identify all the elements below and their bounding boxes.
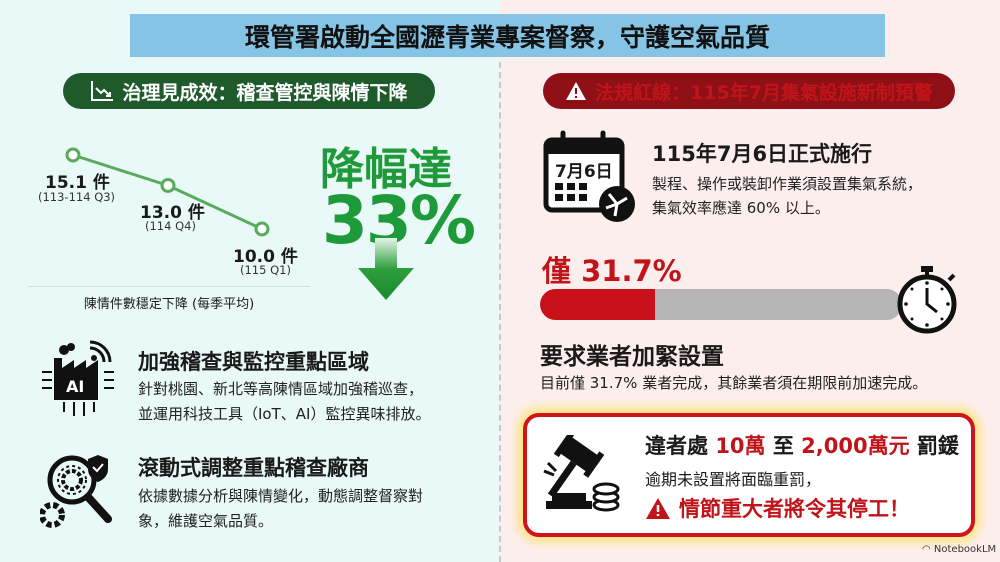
item-heading: 加強稽查與監控重點區域 <box>138 350 369 374</box>
penalty-fine: 違者處 10萬 至 2,000萬元 罰鍰 <box>645 430 959 460</box>
reduction-value: 33% <box>322 182 476 259</box>
period-label: (114 Q4) <box>145 219 196 233</box>
effective-heading: 115年7月6日正式施行 <box>652 142 873 166</box>
item-body-line: 依據數據分析與陳情變化，動態調整督察對 <box>138 487 424 505</box>
data-point <box>254 221 270 237</box>
penalty-line2: 逾期未設置將面臨重罰， <box>645 470 822 489</box>
period-label: (115 Q1) <box>240 263 291 277</box>
progress-fill <box>540 289 655 320</box>
penalty-shutdown-text: 情節重大者將令其停工！ <box>679 497 910 521</box>
left-section-title: 治理見成效：稽查管控與陳情下降 <box>122 81 408 104</box>
progress-body: 目前僅 31.7% 業者完成，其餘業者須在期限前加速完成。 <box>540 374 928 392</box>
data-point <box>160 177 176 193</box>
notebooklm-watermark: ◠ NotebookLM <box>922 544 997 555</box>
item-body-line: 針對桃園、新北等高陳情區域加強稽巡查， <box>138 380 424 398</box>
complaint-line-chart <box>65 147 270 237</box>
fine-max: 2,000萬元 <box>801 434 910 458</box>
page-title: 環管署啟動全國瀝青業專案督察，守護空氣品質 <box>130 14 885 57</box>
completion-progress-bar <box>540 289 902 320</box>
progress-heading: 要求業者加緊設置 <box>540 344 724 370</box>
effective-body-line: 製程、操作或裝卸作業須設置集氣系統， <box>652 175 923 193</box>
reduction-label: 降幅達 <box>320 144 452 195</box>
right-section-title: 法規紅線：115年7月集氣設施新制預警 <box>595 81 933 104</box>
penalty-box <box>523 413 975 537</box>
svg-text:AI: AI <box>66 377 84 396</box>
calendar-date: 7月6日 <box>555 162 613 182</box>
calendar-icon <box>543 130 635 222</box>
item-body-line: 象，維護空氣品質。 <box>138 512 274 530</box>
fine-suffix: 罰鍰 <box>909 434 959 458</box>
chart-baseline <box>28 286 310 287</box>
item-body-line: 並運用科技工具（IoT、AI）監控異味排放。 <box>138 405 431 423</box>
watermark-text: NotebookLM <box>933 544 997 555</box>
divider <box>499 62 501 562</box>
value-label: 15.1 件 <box>45 173 110 193</box>
fine-prefix: 違者處 <box>645 434 716 458</box>
fine-min: 10萬 <box>715 434 766 458</box>
effective-body-line: 集氣效率應達 60% 以上。 <box>652 199 830 217</box>
penalty-line3: 情節重大者將令其停工！ <box>645 493 910 523</box>
period-label: (113-114 Q3) <box>38 190 116 204</box>
magnifier-gear-shield-icon <box>40 455 112 528</box>
gavel-coins-icon <box>543 435 620 512</box>
fine-mid: 至 <box>765 434 802 458</box>
chart-caption: 陳情件數穩定下降 (每季平均) <box>83 297 255 312</box>
trend-down-chart-icon <box>91 81 114 101</box>
data-point <box>65 147 81 163</box>
right-section-header: 法規紅線：115年7月集氣設施新制預警 <box>543 73 955 109</box>
stopwatch-icon <box>897 266 957 334</box>
warning-icon <box>646 497 670 519</box>
value-label: 13.0 件 <box>140 203 205 223</box>
progress-label: 僅 31.7% <box>542 254 682 288</box>
value-label: 10.0 件 <box>233 247 298 267</box>
calendar-fan-icon: 7月6日 <box>543 130 638 225</box>
warning-icon <box>566 82 587 100</box>
item-heading: 滾動式調整重點稽查廠商 <box>138 456 369 480</box>
ai-factory-icon: AI <box>42 340 114 416</box>
down-arrow-icon <box>358 238 414 300</box>
left-section-header: 治理見成效：稽查管控與陳情下降 <box>63 73 435 109</box>
